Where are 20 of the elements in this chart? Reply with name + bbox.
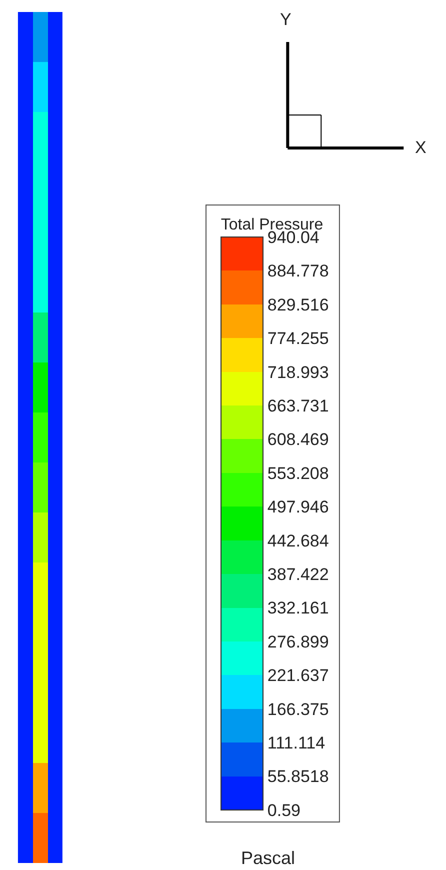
color-bar-label: 0.59 <box>267 800 300 820</box>
text: X <box>415 138 426 157</box>
color-bar-label: 442.684 <box>267 531 329 550</box>
color-bar-label: 829.516 <box>267 295 329 314</box>
color-bar-label: 387.422 <box>267 565 329 584</box>
text: Y <box>280 10 292 29</box>
text: Pascal <box>241 848 296 868</box>
color-bar-label: 608.469 <box>267 430 329 450</box>
color-bar-label: 276.899 <box>267 632 329 652</box>
color-bar-label: 221.637 <box>267 666 329 686</box>
color-bar-label: 497.946 <box>267 498 329 517</box>
color-bar-label: 718.993 <box>267 362 329 382</box>
color-bar-label: 332.161 <box>267 598 329 618</box>
color-bar-label: 774.255 <box>267 329 329 348</box>
color-bar-label: 111.114 <box>267 734 326 753</box>
color-bar-label: 553.208 <box>267 464 329 483</box>
color-bar-label: 55.8518 <box>267 767 329 786</box>
color-bar-label: 166.375 <box>267 700 329 719</box>
color-bar-label: 663.731 <box>267 396 329 416</box>
color-bar-label: 884.778 <box>267 262 329 281</box>
